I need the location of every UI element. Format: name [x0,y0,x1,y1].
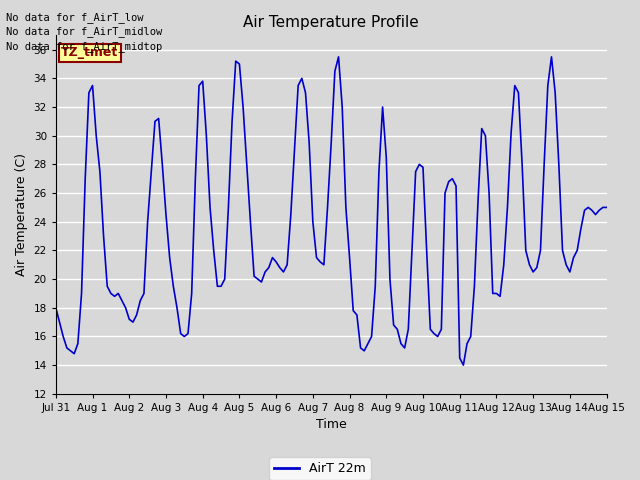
X-axis label: Time: Time [316,419,347,432]
Y-axis label: Air Temperature (C): Air Temperature (C) [15,153,28,276]
Text: No data for f_AirT_low: No data for f_AirT_low [6,12,144,23]
Text: TZ_tmet: TZ_tmet [61,46,118,59]
Text: No data for f_AirT_midlow: No data for f_AirT_midlow [6,26,163,37]
Legend: AirT 22m: AirT 22m [269,457,371,480]
Text: No data for f_AirT_midtop: No data for f_AirT_midtop [6,41,163,52]
Title: Air Temperature Profile: Air Temperature Profile [243,15,419,30]
